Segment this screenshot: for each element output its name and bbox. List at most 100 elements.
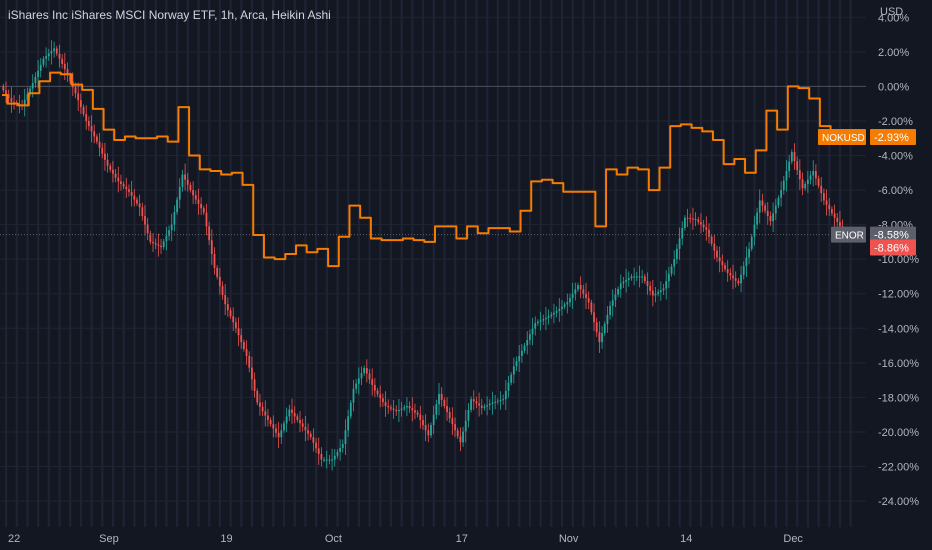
session-band [560,0,564,527]
session-band [154,0,157,527]
x-axis-tick-label: Sep [99,533,119,545]
enor-candle-body [339,447,342,452]
enor-candle-body [467,409,470,421]
enor-candle-body [577,285,579,290]
enor-candle-body [670,266,673,274]
enor-candle-body [566,302,569,305]
y-axis-tick-label: -18.00% [878,392,919,404]
enor-candle-body [104,153,106,160]
session-band [667,0,671,527]
enor-candle-body [633,276,636,278]
enor-candle-body [2,86,5,91]
session-band [250,0,254,527]
enor-candle-body [165,235,168,242]
y-axis-tick-label: -6.00% [878,185,913,197]
enor-candle-body [112,169,114,174]
enor-candle-body [804,184,807,189]
enor-candle-body [569,298,571,303]
enor-candle-body [630,276,633,279]
price-value-tag-label: -8.58% [874,230,909,242]
series-name-tag-label: NOKUSD [822,133,865,144]
enor-candle-body [146,224,149,234]
enor-candle-body [29,88,31,95]
y-axis-tick-label: -16.00% [878,358,919,370]
enor-candle-body [331,459,333,461]
enor-candle-body [651,290,654,296]
enor-candle-body [769,215,772,222]
enor-candle-body [470,399,472,410]
enor-candle-body [157,244,160,246]
series-name-tag-label: ENOR [835,231,864,242]
enor-candle-body [558,308,561,312]
y-axis-tick-label: 0.00% [878,81,909,93]
enor-candle-body [553,312,555,315]
y-axis-tick-label: -2.00% [878,116,913,128]
enor-candle-body [13,101,15,103]
enor-candles [0,40,866,471]
enor-candle-body [788,161,791,172]
session-band [443,0,446,527]
enor-candle-body [515,361,518,367]
enor-candle-body [173,212,176,225]
enor-candle-body [665,281,668,289]
enor-candle-body [480,405,483,408]
enor-candle-body [197,199,200,204]
enor-candle-body [128,189,130,192]
enor-candle-body [496,400,499,402]
enor-candle-body [603,323,606,334]
enor-candle-body [309,433,312,438]
price-value-tag [870,239,916,256]
enor-candle-body [411,408,414,411]
enor-candle-body [745,257,748,267]
enor-candle-body [285,416,288,424]
session-band [732,0,735,527]
enor-candle-body [518,355,521,362]
price-tags: NOKUSD -2.93% ENOR -8.58%-8.86% [818,129,916,256]
enor-candle-body [486,405,489,407]
enor-candle-body [277,432,280,438]
enor-candle-body [617,288,619,295]
session-band [774,0,777,527]
enor-candle-body [456,430,459,437]
enor-candle-body [87,120,90,127]
session-band [347,0,350,527]
session-band [603,0,606,527]
enor-candle-body [539,320,542,322]
session-band [5,0,8,527]
enor-candle-body [627,278,630,280]
enor-candle-body [259,402,261,407]
enor-candle-body [523,345,526,351]
enor-candle-body [563,304,566,307]
enor-candle-body [790,152,793,162]
enor-candle-body [216,267,219,277]
session-band [315,0,318,527]
session-band [657,0,660,527]
enor-candle-body [478,403,481,406]
enor-candle-body [643,276,646,282]
enor-candle-body [625,279,628,282]
enor-candle-body [210,240,213,254]
session-band [432,0,435,527]
enor-candle-body [646,281,649,286]
enor-candle-body [692,218,694,220]
enor-candle-body [742,266,745,275]
enor-candle-body [649,285,652,291]
x-axis: 22 Sep 19 Oct 17 Nov 14 Dec [8,533,803,545]
enor-candle-body [713,243,716,251]
enor-candle-body [464,420,467,432]
enor-candle-body [820,185,823,194]
x-axis-tick-label: 17 [456,533,468,545]
enor-candle-body [347,416,350,431]
enor-candle-body [726,269,729,274]
enor-candle-body [125,186,128,190]
session-band [133,0,136,527]
enor-candle-body [301,423,304,427]
enor-candle-body [403,407,406,409]
enor-candle-body [750,236,753,249]
x-axis-tick-label: 22 [8,533,20,545]
session-band [101,0,104,527]
enor-candle-body [440,393,443,401]
enor-candle-body [272,424,275,429]
